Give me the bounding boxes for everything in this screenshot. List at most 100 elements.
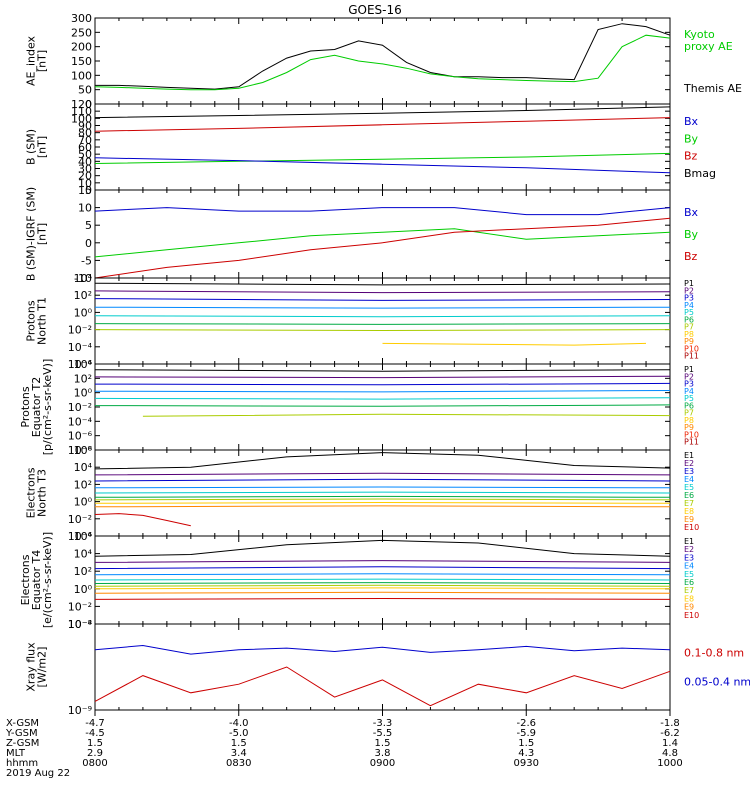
y-tick-label: 10⁻⁹ [68, 704, 92, 717]
y-axis-label: ProtonsEquator T2[p/(cm²-s-sr-keV)] [19, 359, 54, 456]
y-tick-label: 70 [78, 134, 92, 147]
series-line-kyoto [94, 34, 671, 91]
series-line-p2 [94, 290, 671, 294]
y-tick-label: 10⁴ [74, 461, 93, 474]
footer-value: 1.5 [231, 738, 247, 749]
legend-label: E6 [684, 578, 694, 587]
y-tick-label: 100 [71, 69, 92, 82]
series-line-e2 [94, 472, 671, 476]
legend-label: E8 [684, 507, 694, 516]
y-axis-label-line: Electrons [19, 554, 32, 605]
y-tick-label: 200 [71, 41, 92, 54]
series-line-e9 [94, 591, 671, 594]
legend-label: Bz [684, 250, 698, 263]
series-line-e5 [94, 491, 671, 494]
legend-label: E3 [684, 553, 694, 562]
footer-value: -4.7 [85, 718, 105, 729]
series-line-p3 [94, 382, 671, 386]
legend-label: P1 [684, 279, 694, 288]
series-line-e4 [94, 486, 671, 489]
series-line-p4 [94, 306, 671, 309]
panel-7: 10⁶ 10⁴ 10² 10⁰ 10⁻² 10⁻⁴ ElectronsEquator T4[… [19, 530, 699, 631]
y-axis-label-line: [W/m2] [36, 647, 49, 688]
legend-label: P4 [684, 301, 694, 310]
footer-value: 1000 [657, 758, 682, 769]
footer-value: -5.9 [516, 728, 536, 739]
y-axis-label-line: Xray flux [25, 642, 38, 692]
y-tick-label: 10⁻² [68, 600, 92, 613]
legend-label: P6 [684, 401, 694, 410]
legend-label: Bmag [684, 167, 716, 180]
y-tick-label: 10² [74, 478, 92, 491]
series-line-p6 [94, 404, 671, 407]
legend-label: P6 [684, 315, 694, 324]
series-line-e6 [94, 582, 671, 584]
legend-label: By [684, 228, 699, 241]
legend-label: P2 [684, 286, 694, 295]
y-tick-label: 10⁻⁸ [68, 444, 93, 457]
footer-value: 3.4 [231, 748, 247, 759]
series-line-e7 [94, 498, 671, 501]
y-tick-label: 10⁻⁴ [68, 341, 93, 354]
footer-value: 1.5 [518, 738, 534, 749]
legend-label: E5 [684, 483, 694, 492]
legend-label: P1 [684, 365, 694, 374]
series-line-bmag [94, 106, 671, 119]
legend-label: 0.1-0.8 nm [684, 647, 744, 660]
legend-label: E10 [684, 611, 699, 620]
legend-label: Bx [684, 206, 699, 219]
y-tick-label: 10 [78, 202, 92, 215]
footer-value: 1.5 [87, 738, 103, 749]
series-line-0-1-0-8-nm [94, 666, 671, 707]
footer-value: 1.4 [662, 738, 678, 749]
series-line-bz [94, 117, 671, 132]
series-line-p8 [382, 342, 647, 346]
y-axis-label: B (SM)[nT] [25, 129, 49, 165]
legend-label: P8 [684, 330, 694, 339]
series-line-e8 [94, 501, 671, 504]
legend-label: E4 [684, 475, 694, 484]
series-line-e9 [94, 505, 671, 508]
legend-label: Bz [684, 150, 698, 163]
footer-row-label: Z-GSM [6, 738, 39, 749]
y-tick-label: 10⁰ [74, 583, 93, 596]
y-axis-label-line: Protons [25, 300, 38, 341]
panel-frame [94, 277, 671, 365]
footer-row-label: X-GSM [6, 718, 39, 729]
series-line-p1 [94, 282, 671, 286]
y-axis-label-line: B (SM) [25, 129, 38, 165]
y-tick-label: 80 [78, 127, 92, 140]
panel-frame [94, 103, 671, 191]
legend-label: P10 [684, 430, 699, 439]
y-tick-label: 10⁻⁴ [68, 618, 93, 631]
legend-label: P9 [684, 337, 694, 346]
panel-3: -10 -5 0 5 10 15 B (SM)-IGRF (SM)[nT] Bx By Bz [25, 184, 699, 285]
footer-value: -5.5 [373, 728, 393, 739]
y-tick-label: 0 [85, 184, 92, 197]
y-tick-label: 90 [78, 120, 92, 133]
y-axis-label: B (SM)-IGRF (SM)[nT] [25, 187, 49, 281]
legend-label: 0.05-0.4 nm [684, 675, 750, 688]
y-tick-label: 10⁰ [74, 387, 93, 400]
y-tick-label: 10⁻² [68, 401, 92, 414]
y-tick-label: 10⁶ [74, 444, 93, 457]
y-axis-label: Xray flux[W/m2] [25, 642, 49, 692]
y-tick-label: 10⁰ [74, 496, 93, 509]
panel-8: 10⁻⁸ 10⁻⁹ Xray flux[W/m2] 0.1-0.8 nm 0.05-0.… [25, 618, 750, 717]
series-line-e3 [94, 566, 671, 570]
y-tick-label: 10² [74, 372, 92, 385]
series-line-e4 [94, 573, 671, 576]
y-axis-label: ElectronsNorth T3 [25, 467, 49, 518]
y-tick-label: 20 [78, 170, 92, 183]
legend-label: P9 [684, 423, 694, 432]
legend-label: P8 [684, 416, 694, 425]
series-line-p2 [94, 375, 671, 379]
footer-value: 3.8 [375, 748, 391, 759]
panel-frame [94, 17, 671, 105]
y-tick-label: 100 [71, 112, 92, 125]
series-line-e10 [94, 597, 671, 600]
y-tick-label: 10 [78, 177, 92, 190]
footer-value: -3.3 [373, 718, 393, 729]
y-tick-label: 15 [78, 184, 92, 197]
